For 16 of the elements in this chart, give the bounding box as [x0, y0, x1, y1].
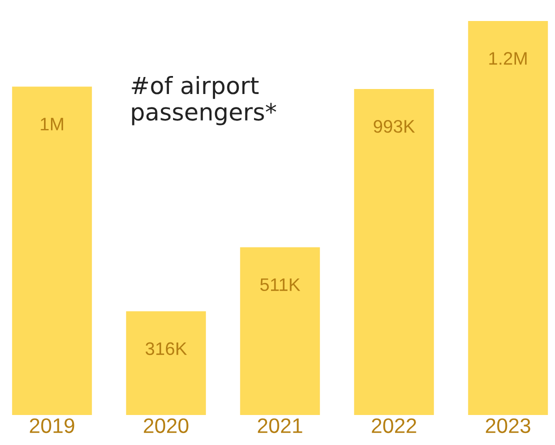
bar: [126, 311, 206, 415]
text: #of airport passengers*: [132, 76, 276, 126]
bar: [240, 247, 320, 415]
x-tick-label: 2023: [486, 418, 530, 434]
x-tick-label: 2022: [372, 418, 416, 434]
data-label: 316K: [146, 342, 187, 356]
data-label: 1.2M: [489, 52, 527, 65]
x-tick-label: 2019: [30, 418, 74, 434]
x-tick-label: 2021: [258, 418, 302, 434]
bar: [468, 21, 548, 415]
data-label: 1M: [40, 118, 64, 130]
data-label: 993K: [374, 120, 415, 133]
data-label: 511K: [260, 278, 300, 292]
bar: [12, 86, 92, 415]
bar: [354, 88, 434, 415]
x-tick-label: 2020: [144, 418, 188, 434]
